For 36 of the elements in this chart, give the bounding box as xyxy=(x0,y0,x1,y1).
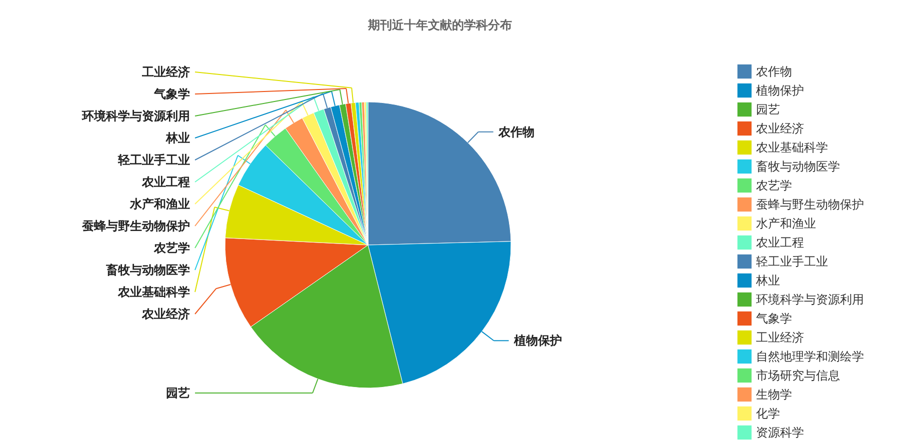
chart-title: 期刊近十年文献的学科分布 xyxy=(367,18,512,32)
legend-label: 植物保护 xyxy=(512,334,562,348)
legend-label: 自然地理学和测绘学 xyxy=(756,350,864,364)
legend-label: 林业 xyxy=(755,274,780,288)
legend-label: 资源科学 xyxy=(756,426,804,440)
slice-label: 林业 xyxy=(165,131,190,145)
legend-label: 蚕蜂与野生动物保护 xyxy=(756,198,864,212)
slice-label: 农艺学 xyxy=(153,241,190,255)
category-label: 农作物 xyxy=(756,64,792,78)
legend-label: 园艺 xyxy=(756,102,780,116)
slice-label: 工业经济 xyxy=(141,65,190,79)
slice-label: 农业基础科学 xyxy=(117,285,190,299)
slice-label: 水产和渔业 xyxy=(129,197,190,211)
legend-label: 生物学 xyxy=(756,388,792,402)
slice-label: 轻工业手工业 xyxy=(117,153,190,167)
slice-label: 农业经济 xyxy=(141,307,190,321)
legend-label: 农艺学 xyxy=(756,178,792,192)
legend-label: 农业基础科学 xyxy=(756,140,828,154)
legend-label: 工业经济 xyxy=(756,330,804,344)
legend-label: 水产和渔业 xyxy=(756,216,816,230)
slice-label: 农业工程 xyxy=(141,175,190,189)
legend-label: 农业经济 xyxy=(756,122,804,136)
slice-label: 气象学 xyxy=(153,87,190,101)
legend-label: 轻工业手工业 xyxy=(756,254,828,268)
legend-label: 农作物 xyxy=(497,124,534,139)
legend-label: 化学 xyxy=(756,406,780,420)
legend-label: 畜牧与动物医学 xyxy=(756,160,840,174)
legend-label: 气象学 xyxy=(756,312,792,326)
slice-label: 环境科学与资源利用 xyxy=(81,109,190,123)
slice-label: 蚕蜂与野生动物保护 xyxy=(81,219,190,233)
legend-label: 市场研究与信息 xyxy=(756,368,840,382)
legend-label: 农业工程 xyxy=(756,236,804,250)
category-label: 植物保护 xyxy=(756,84,804,98)
slice-label: 畜牧与动物医学 xyxy=(105,263,190,277)
legend-label: 环境科学与资源利用 xyxy=(756,292,864,306)
slice-label: 园艺 xyxy=(166,386,190,400)
